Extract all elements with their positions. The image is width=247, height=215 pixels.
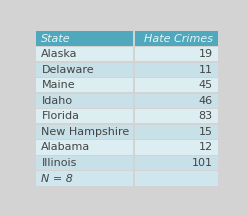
Bar <box>135 172 218 186</box>
Bar <box>36 140 133 155</box>
Bar <box>135 63 218 77</box>
Text: Alabama: Alabama <box>41 143 91 152</box>
Bar <box>135 94 218 108</box>
Text: Delaware: Delaware <box>41 65 94 75</box>
Text: 12: 12 <box>199 143 213 152</box>
Text: Idaho: Idaho <box>41 96 73 106</box>
Text: Florida: Florida <box>41 111 79 121</box>
Bar <box>135 47 218 61</box>
Text: 15: 15 <box>199 127 213 137</box>
Text: 11: 11 <box>199 65 213 75</box>
Text: New Hampshire: New Hampshire <box>41 127 130 137</box>
Bar <box>135 140 218 155</box>
Bar <box>135 156 218 170</box>
Bar <box>36 109 133 123</box>
Text: Maine: Maine <box>41 80 75 90</box>
Bar <box>36 94 133 108</box>
Bar <box>36 156 133 170</box>
Text: 45: 45 <box>199 80 213 90</box>
Bar <box>135 125 218 139</box>
Bar <box>36 47 133 61</box>
Bar <box>135 31 218 46</box>
Text: 83: 83 <box>199 111 213 121</box>
Bar <box>135 78 218 92</box>
Text: State: State <box>41 34 71 44</box>
Bar <box>36 125 133 139</box>
Text: 46: 46 <box>199 96 213 106</box>
Text: Alaska: Alaska <box>41 49 78 59</box>
Bar <box>36 172 133 186</box>
Text: N = 8: N = 8 <box>41 174 73 184</box>
Bar <box>135 109 218 123</box>
Text: Illinois: Illinois <box>41 158 77 168</box>
Text: Hate Crimes: Hate Crimes <box>144 34 213 44</box>
Bar <box>36 78 133 92</box>
Text: 19: 19 <box>199 49 213 59</box>
Text: 101: 101 <box>192 158 213 168</box>
Bar <box>36 63 133 77</box>
Bar <box>36 31 133 46</box>
